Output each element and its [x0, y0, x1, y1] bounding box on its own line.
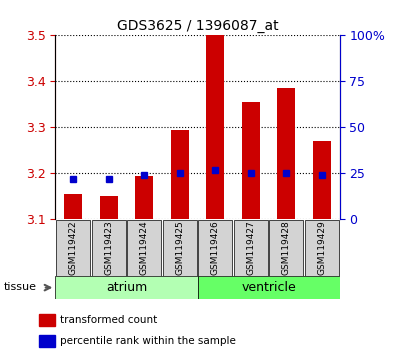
- Text: percentile rank within the sample: percentile rank within the sample: [60, 336, 236, 346]
- Bar: [206, 35, 224, 219]
- Text: GSM119429: GSM119429: [318, 221, 326, 275]
- FancyBboxPatch shape: [269, 220, 303, 275]
- Bar: [135, 176, 153, 219]
- FancyBboxPatch shape: [198, 220, 232, 275]
- FancyBboxPatch shape: [234, 220, 268, 275]
- Bar: [277, 88, 295, 219]
- Text: ventricle: ventricle: [241, 281, 296, 294]
- Bar: [39, 335, 55, 348]
- FancyBboxPatch shape: [55, 276, 198, 299]
- Text: GSM119423: GSM119423: [104, 221, 113, 275]
- FancyBboxPatch shape: [127, 220, 161, 275]
- Bar: [100, 196, 118, 219]
- FancyBboxPatch shape: [56, 220, 90, 275]
- FancyBboxPatch shape: [198, 276, 340, 299]
- Bar: [39, 314, 55, 326]
- Text: GSM119426: GSM119426: [211, 221, 220, 275]
- Text: GSM119422: GSM119422: [69, 221, 77, 275]
- Bar: [313, 141, 331, 219]
- FancyBboxPatch shape: [305, 220, 339, 275]
- Text: tissue: tissue: [4, 282, 37, 292]
- Text: GSM119424: GSM119424: [140, 221, 149, 275]
- Text: transformed count: transformed count: [60, 315, 157, 325]
- Bar: [64, 194, 82, 219]
- Text: GSM119428: GSM119428: [282, 221, 291, 275]
- Bar: [242, 102, 260, 219]
- FancyBboxPatch shape: [92, 220, 126, 275]
- Bar: [171, 130, 189, 219]
- FancyBboxPatch shape: [163, 220, 197, 275]
- Text: GSM119425: GSM119425: [175, 221, 184, 275]
- Title: GDS3625 / 1396087_at: GDS3625 / 1396087_at: [117, 19, 278, 33]
- Text: GSM119427: GSM119427: [246, 221, 255, 275]
- Text: atrium: atrium: [106, 281, 147, 294]
